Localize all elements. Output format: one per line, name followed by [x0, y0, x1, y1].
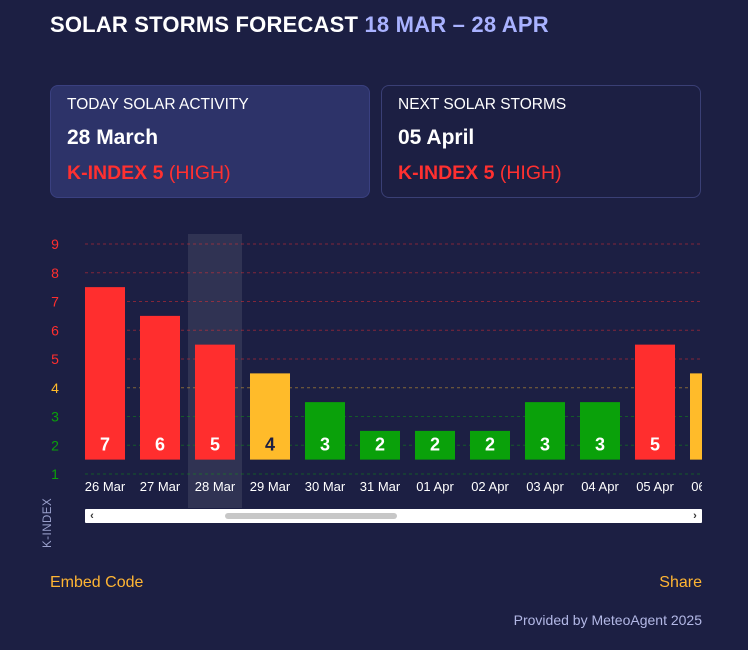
next-kindex: K-INDEX 5 (HIGH): [398, 162, 684, 185]
bar-value-label: 5: [210, 435, 220, 455]
bar: [635, 344, 675, 460]
x-tick-label: 30 Mar: [305, 479, 346, 494]
bar: [690, 373, 702, 460]
bar: [195, 344, 235, 460]
y-tick-label: 8: [51, 265, 59, 281]
y-tick-label: 7: [51, 294, 59, 310]
bar: [580, 402, 620, 460]
next-card-date: 05 April: [398, 126, 475, 149]
x-tick-label: 27 Mar: [140, 479, 181, 494]
scrollbar-thumb[interactable]: [225, 513, 397, 519]
today-card-date: 28 March: [67, 126, 159, 149]
x-tick-label: 02 Apr: [471, 479, 509, 494]
next-kindex-level: (HIGH): [499, 162, 562, 184]
page-title: SOLAR STORMS FORECAST 18 MAR – 28 APR: [50, 12, 549, 38]
scroll-left-icon[interactable]: ‹: [90, 510, 94, 522]
bar-value-label: 4: [265, 435, 275, 455]
bar-value-label: 7: [100, 435, 110, 455]
bar-value-label: 4: [705, 435, 715, 455]
bar-value-label: 3: [320, 435, 330, 455]
provided-by-credit: Provided by MeteoAgent 2025: [513, 612, 702, 628]
chart-scrollbar[interactable]: ‹ ›: [85, 509, 702, 523]
next-storms-card: NEXT SOLAR STORMS 05 April K-INDEX 5 (HI…: [381, 85, 701, 198]
next-kindex-value: K-INDEX 5: [398, 162, 495, 184]
bar: [85, 287, 125, 460]
y-tick-label: 3: [51, 409, 59, 425]
y-tick-label: 6: [51, 322, 59, 338]
share-link[interactable]: Share: [659, 574, 702, 591]
x-tick-label: 03 Apr: [526, 479, 564, 494]
bar-value-label: 2: [375, 435, 385, 455]
today-kindex: K-INDEX 5 (HIGH): [67, 162, 353, 185]
x-tick-label: 05 Apr: [636, 479, 674, 494]
bar-value-label: 2: [485, 435, 495, 455]
x-tick-label: 06 Apr: [691, 479, 729, 494]
today-kindex-level: (HIGH): [168, 162, 231, 184]
bar: [140, 315, 180, 460]
embed-code-link[interactable]: Embed Code: [50, 574, 144, 591]
y-tick-label: 4: [51, 380, 59, 396]
y-tick-label: 5: [51, 351, 59, 367]
bar: [470, 430, 510, 460]
bar: [250, 373, 290, 460]
bar-value-label: 6: [155, 435, 165, 455]
bar: [525, 402, 565, 460]
y-tick-label: 1: [51, 466, 59, 482]
bars-group: 7 26 Mar 6 27 Mar 5 28 Mar 4 29 Mar 3 30 Mar 2 31 M…: [85, 287, 729, 494]
x-tick-label: 04 Apr: [581, 479, 619, 494]
bar: [305, 402, 345, 460]
date-range: 18 MAR – 28 APR: [364, 12, 549, 37]
bar-value-label: 2: [430, 435, 440, 455]
y-axis-label: K-INDEX: [42, 497, 54, 548]
bar: [415, 430, 455, 460]
y-tick-label: 2: [51, 437, 59, 453]
y-tick-label: 9: [51, 236, 59, 252]
today-activity-card: TODAY SOLAR ACTIVITY 28 March K-INDEX 5 …: [50, 85, 370, 198]
x-tick-label: 29 Mar: [250, 479, 291, 494]
bar-value-label: 5: [650, 435, 660, 455]
title-text: SOLAR STORMS FORECAST: [50, 12, 359, 37]
today-card-label: TODAY SOLAR ACTIVITY: [67, 96, 249, 113]
scroll-right-icon[interactable]: ›: [693, 510, 697, 522]
next-card-label: NEXT SOLAR STORMS: [398, 96, 567, 113]
bar: [360, 430, 400, 460]
x-tick-label: 01 Apr: [416, 479, 454, 494]
x-tick-label: 31 Mar: [360, 479, 401, 494]
today-kindex-value: K-INDEX 5: [67, 162, 164, 184]
bar-value-label: 3: [595, 435, 605, 455]
x-tick-label: 28 Mar: [195, 479, 236, 494]
bar-value-label: 3: [540, 435, 550, 455]
x-tick-label: 26 Mar: [85, 479, 126, 494]
